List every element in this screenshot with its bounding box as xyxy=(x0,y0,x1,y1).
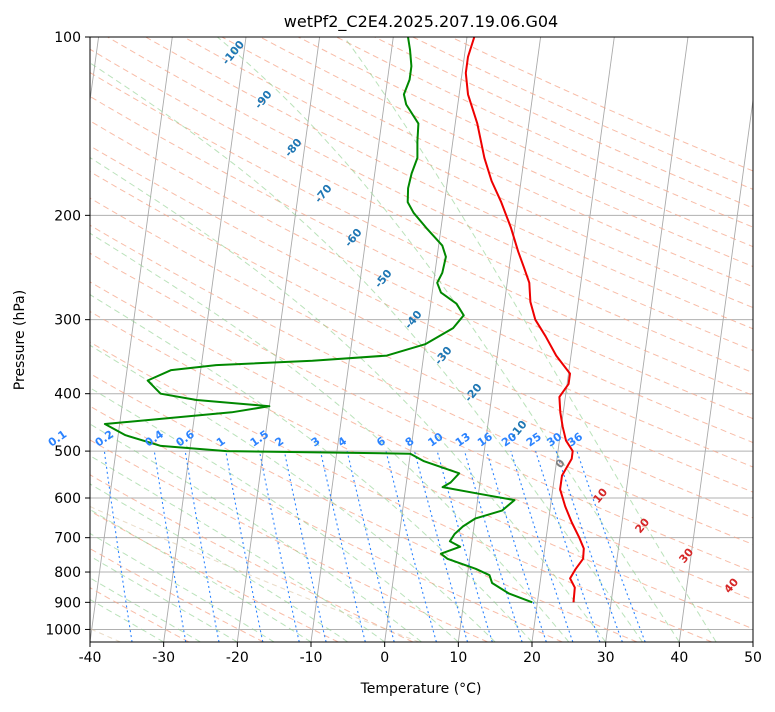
dry-adiabat-line xyxy=(0,37,775,642)
mixing-ratio-lines xyxy=(58,451,646,642)
y-tick-label: 700 xyxy=(54,531,81,547)
mixing-ratio-line xyxy=(487,451,547,642)
dry-adiabat-line xyxy=(0,37,775,642)
dry-adiabat-label: 30 xyxy=(676,545,696,565)
isotherm-line xyxy=(16,37,98,642)
dry-adiabat-line xyxy=(260,37,775,642)
moist-adiabat-line xyxy=(0,37,311,642)
mixing-ratio-label: 13 xyxy=(453,430,473,449)
x-tick-label: -30 xyxy=(152,650,175,666)
background-guide-lines xyxy=(0,37,775,642)
dry-adiabat-line xyxy=(0,37,775,642)
x-tick-label: 50 xyxy=(744,650,762,666)
x-tick-label: -40 xyxy=(79,650,102,666)
dry-adiabat-label: -50 xyxy=(372,267,395,291)
dry-adiabat-line xyxy=(298,37,775,642)
dry-adiabat-line xyxy=(31,37,775,642)
moist-adiabat-line xyxy=(344,37,716,642)
mixing-ratio-label: 25 xyxy=(524,430,544,449)
dry-adiabat-line xyxy=(0,37,488,642)
isotherm-line xyxy=(532,37,614,642)
isotherm-line xyxy=(753,37,775,642)
x-tick-label: 0 xyxy=(380,650,389,666)
y-tick-label: 900 xyxy=(54,595,81,611)
isotherm-line xyxy=(164,37,246,642)
mixing-ratio-line xyxy=(185,451,219,642)
moist-adiabat-line xyxy=(0,37,532,642)
dry-adiabat-label: -40 xyxy=(402,308,425,332)
dry-adiabat-label: -90 xyxy=(252,88,275,112)
dry-adiabat-line xyxy=(0,37,775,642)
moist-adiabat-line xyxy=(0,37,569,642)
x-tick-label: 20 xyxy=(523,650,541,666)
y-tick-label: 400 xyxy=(54,387,81,403)
dry-adiabat-label: -70 xyxy=(312,182,335,206)
x-tick-label: 40 xyxy=(670,650,688,666)
dry-adiabat-line xyxy=(0,37,775,642)
x-tick-label: 30 xyxy=(597,650,615,666)
dry-adiabat-line xyxy=(0,37,775,642)
dry-adiabat-line xyxy=(0,37,775,642)
dry-adiabat-label: 10 xyxy=(590,485,610,505)
mixing-ratio-line xyxy=(386,451,436,642)
y-tick-label: 1000 xyxy=(45,622,81,638)
dry-adiabat-label: -60 xyxy=(342,226,365,250)
mixing-ratio-label: 1 xyxy=(214,434,228,449)
moist-adiabat-line xyxy=(0,37,606,642)
mixing-ratio-line xyxy=(321,451,366,642)
chart-title: wetPf2_C2E4.2025.207.19.06.G04 xyxy=(284,12,558,32)
mixing-ratio-label: 10 xyxy=(425,430,445,450)
y-tick-label: 600 xyxy=(54,491,81,507)
mixing-ratio-label: 16 xyxy=(475,430,495,450)
dry-adiabat-line xyxy=(337,37,775,642)
moist-adiabat-line xyxy=(0,37,201,642)
dry-adiabat-line xyxy=(108,37,775,642)
isotherm-line xyxy=(606,37,688,642)
y-tick-label: 200 xyxy=(54,208,81,224)
moist-adiabat-line xyxy=(0,37,274,642)
x-tick-label: -20 xyxy=(226,650,249,666)
mixing-ratio-label: 30 xyxy=(544,430,564,450)
plot-frame xyxy=(90,37,753,642)
dry-adiabat-line xyxy=(0,37,413,642)
mixing-ratio-label: 6 xyxy=(374,434,388,449)
y-tick-label: 300 xyxy=(54,313,81,329)
dry-adiabat-line xyxy=(69,37,775,642)
isotherm-line xyxy=(385,37,467,642)
x-tick-label: -10 xyxy=(300,650,323,666)
y-tick-label: 500 xyxy=(54,444,81,460)
dry-adiabat-label: -80 xyxy=(282,136,305,160)
x-tick-label: 10 xyxy=(449,650,467,666)
moist-adiabat-line xyxy=(0,37,422,642)
y-tick-label: 100 xyxy=(54,30,81,46)
mixing-ratio-label: 36 xyxy=(565,430,585,450)
ice-adiabat-line xyxy=(0,37,419,642)
dry-adiabat-label: 40 xyxy=(721,575,741,595)
y-axis-label: Pressure (hPa) xyxy=(12,290,28,390)
dry-adiabat-line xyxy=(0,37,338,642)
mixing-ratio-label: 3 xyxy=(309,434,323,449)
mixing-ratio-line xyxy=(577,451,645,642)
mixing-ratio-label: 0.2 xyxy=(93,428,116,450)
mixing-ratio-line xyxy=(226,451,263,642)
dry-adiabat-label: -30 xyxy=(432,344,455,368)
mixing-ratio-line xyxy=(511,451,573,642)
dry-adiabat-label: -100 xyxy=(219,38,247,68)
dry-adiabat-line xyxy=(0,37,775,642)
mixing-ratio-label: 8 xyxy=(403,434,417,449)
mixing-ratio-label: 0.6 xyxy=(173,427,197,449)
moist-adiabat-line xyxy=(0,37,495,642)
dry-adiabat-label: 20 xyxy=(632,515,652,535)
x-axis-label: Temperature (°C) xyxy=(360,681,482,697)
moist-adiabat-line xyxy=(0,37,348,642)
y-tick-label: 800 xyxy=(54,565,81,581)
dry-adiabat-line xyxy=(0,37,775,642)
dry-adiabat-line xyxy=(0,37,264,642)
mixing-ratio-line xyxy=(104,451,132,642)
mixing-ratio-label: 2 xyxy=(273,434,287,449)
